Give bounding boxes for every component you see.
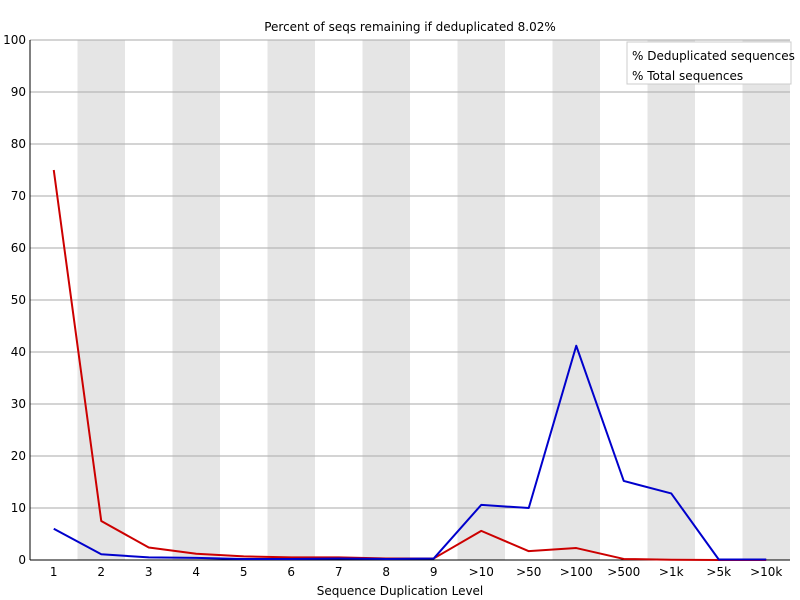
x-tick-label: >100 bbox=[560, 565, 593, 579]
x-tick-label: 2 bbox=[97, 565, 105, 579]
legend: % Deduplicated sequences % Total sequenc… bbox=[626, 41, 795, 85]
x-tick-label: 6 bbox=[287, 565, 295, 579]
x-tick-label: >50 bbox=[516, 565, 541, 579]
x-tick-label: 5 bbox=[240, 565, 248, 579]
legend-box bbox=[626, 41, 792, 85]
y-tick-label: 60 bbox=[11, 241, 26, 255]
x-tick-label: >500 bbox=[607, 565, 640, 579]
series-lines bbox=[52, 169, 767, 561]
chart-title: Percent of seqs remaining if deduplicate… bbox=[264, 20, 556, 34]
legend-item-total: % Total sequences bbox=[632, 69, 743, 83]
horizontal-gridlines bbox=[30, 39, 790, 509]
x-tick-label: 9 bbox=[430, 565, 438, 579]
y-tick-label: 0 bbox=[18, 553, 26, 567]
x-tick-label: >10k bbox=[750, 565, 782, 579]
x-tick-label: >1k bbox=[659, 565, 684, 579]
x-tick-labels: 1 2 3 4 5 6 7 8 9 >10 >50 >100 >500 >1k >5k >10k bbox=[50, 565, 783, 579]
x-tick-label: 8 bbox=[382, 565, 390, 579]
x-tick-label: >10 bbox=[469, 565, 494, 579]
y-tick-label: 50 bbox=[11, 293, 26, 307]
y-tick-label: 30 bbox=[11, 397, 26, 411]
x-axis-label: Sequence Duplication Level bbox=[317, 584, 484, 598]
y-tick-label: 100 bbox=[3, 33, 26, 47]
legend-item-deduplicated: % Deduplicated sequences bbox=[632, 49, 795, 63]
y-tick-label: 90 bbox=[11, 85, 26, 99]
y-tick-labels: 0 10 20 30 40 50 60 70 80 90 100 bbox=[3, 33, 26, 567]
x-tick-label: 1 bbox=[50, 565, 58, 579]
x-tick-label: 3 bbox=[145, 565, 153, 579]
y-tick-label: 20 bbox=[11, 449, 26, 463]
series-line-total bbox=[53, 344, 767, 561]
x-tick-label: 7 bbox=[335, 565, 343, 579]
y-tick-label: 80 bbox=[11, 137, 26, 151]
y-tick-label: 70 bbox=[11, 189, 26, 203]
y-tick-label: 10 bbox=[11, 501, 26, 515]
x-tick-label: >5k bbox=[706, 565, 731, 579]
y-tick-label: 40 bbox=[11, 345, 26, 359]
x-tick-label: 4 bbox=[192, 565, 200, 579]
